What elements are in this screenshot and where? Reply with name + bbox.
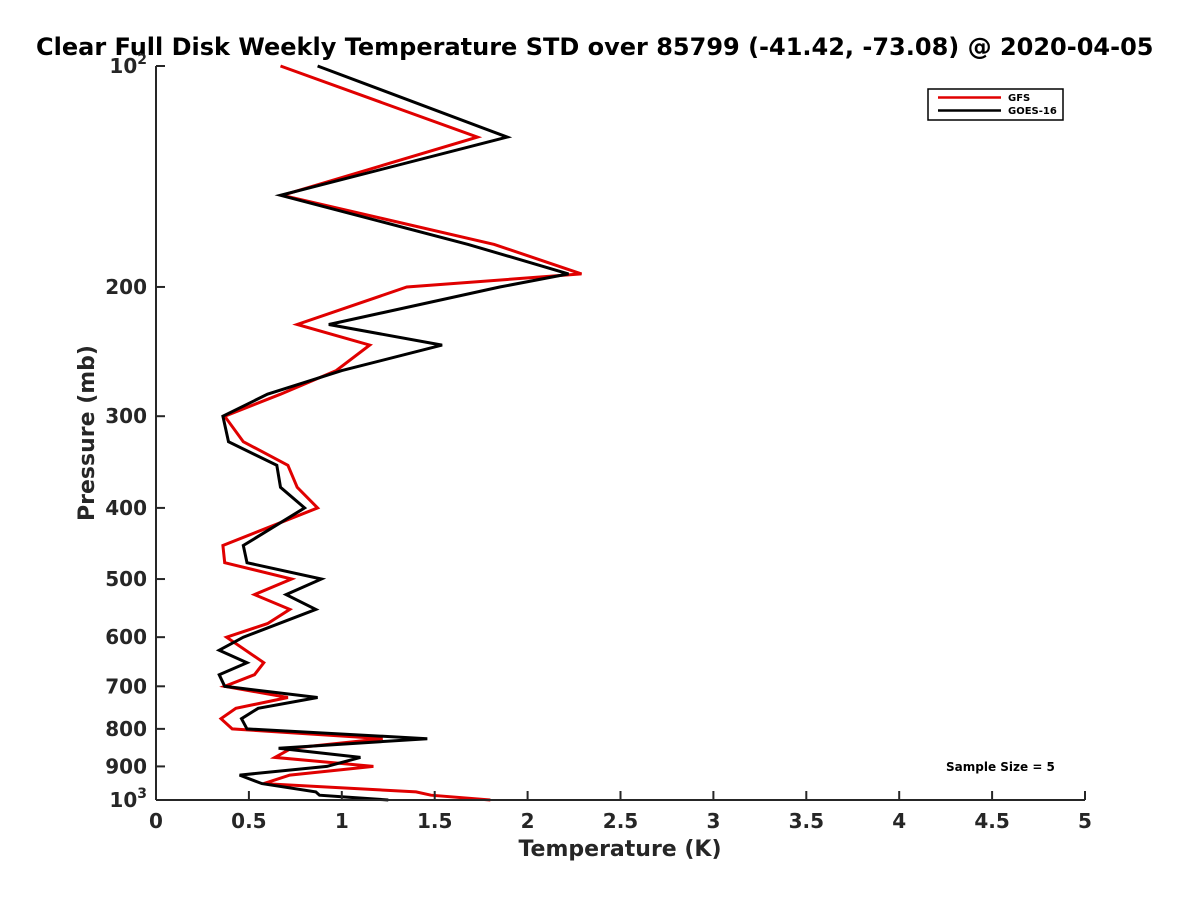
- x-tick-label: 1: [335, 809, 349, 833]
- y-tick-label: 102: [109, 52, 147, 78]
- x-tick-label: 0.5: [231, 809, 266, 833]
- y-tick-label: 103: [109, 786, 147, 812]
- series-line-gfs: [218, 64, 582, 802]
- y-tick-label: 700: [105, 674, 147, 698]
- y-tick-label: 300: [105, 404, 147, 428]
- series-layer: [215, 64, 582, 802]
- y-tick-label: 200: [105, 275, 147, 299]
- x-tick-label: 5: [1078, 809, 1092, 833]
- x-tick-label: 3.5: [789, 809, 824, 833]
- x-tick-label: 2: [521, 809, 535, 833]
- y-tick-label: 900: [105, 754, 147, 778]
- legend-box: [927, 88, 1064, 121]
- axes-layer: 0 0.5 1 1.5 2 2.5 3 3.5 4 4.5 5 102 200 300 400 500 600 7…: [105, 52, 1092, 833]
- sample-size-annotation: Sample Size = 5: [946, 760, 1055, 774]
- y-tick-label: 800: [105, 717, 147, 741]
- y-axis-label: Pressure (mb): [75, 345, 100, 521]
- legend: GFS GOES-16: [927, 88, 1064, 121]
- x-axis-label: Temperature (K): [518, 837, 721, 862]
- series-line-goes-16: [215, 64, 569, 802]
- x-tick-label: 4.5: [974, 809, 1009, 833]
- plot-frame: [156, 66, 1085, 800]
- y-tick-label: 600: [105, 625, 147, 649]
- y-tick-label: 500: [105, 567, 147, 591]
- y-tick-label: 400: [105, 496, 147, 520]
- x-tick-label: 1.5: [417, 809, 452, 833]
- x-tick-label: 4: [892, 809, 906, 833]
- x-tick-label: 3: [706, 809, 720, 833]
- legend-label-goes-16: GOES-16: [1008, 106, 1057, 117]
- chart-title: Clear Full Disk Weekly Temperature STD o…: [36, 33, 1153, 61]
- legend-label-gfs: GFS: [1008, 93, 1030, 104]
- x-tick-label: 2.5: [603, 809, 638, 833]
- x-tick-label: 0: [149, 809, 163, 833]
